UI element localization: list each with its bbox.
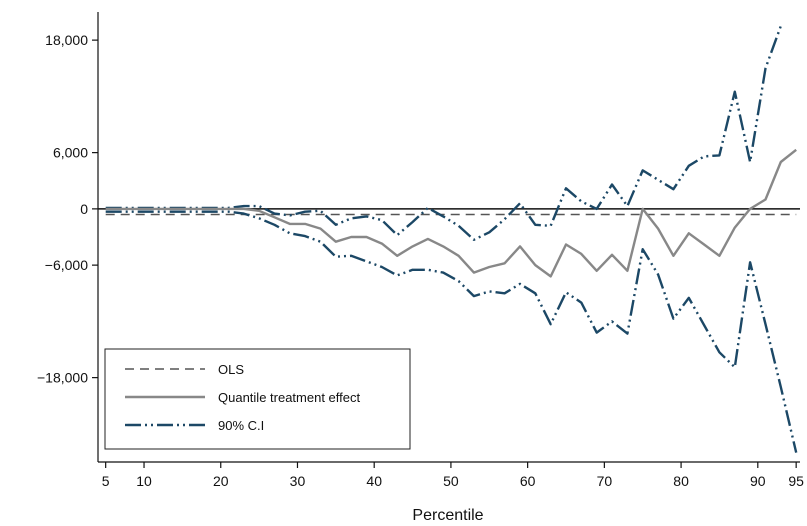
axes-layer [97,12,800,463]
legend-box [104,348,411,450]
series-line-90-c-i [105,25,782,242]
series-line-90-c-i-lower [105,210,798,453]
x-tick-label: 10 [136,473,152,489]
ticks-layer: 18,000 6,000 0 −6,000 −18,000 5 10 20 30 40 50 60 70… [37,32,804,489]
y-tick-label: 0 [80,201,88,217]
x-tick-label: 60 [520,473,536,489]
legend: OLS Quantile treatment effect 90% C.I [104,348,411,450]
legend-ols-label: OLS [218,362,244,377]
series-line-quantile-treatment-effect [105,148,797,278]
x-tick-label: 70 [597,473,613,489]
x-axis-label: Percentile [412,507,483,524]
y-tick-label: −18,000 [37,370,88,386]
y-tick-label: −6,000 [45,257,88,273]
legend-qte-label: Quantile treatment effect [218,390,361,405]
x-tick-label: 90 [750,473,766,489]
x-tick-label: 80 [673,473,689,489]
y-tick-label: 18,000 [45,32,88,48]
x-tick-label: 30 [290,473,306,489]
x-tick-label: 20 [213,473,229,489]
x-tick-label: 95 [788,473,804,489]
series-layer [105,25,798,453]
legend-ci-label: 90% C.I [218,418,264,433]
x-tick-label: 50 [443,473,459,489]
x-tick-label: 5 [102,473,110,489]
y-tick-label: 6,000 [53,145,88,161]
x-tick-label: 40 [366,473,382,489]
